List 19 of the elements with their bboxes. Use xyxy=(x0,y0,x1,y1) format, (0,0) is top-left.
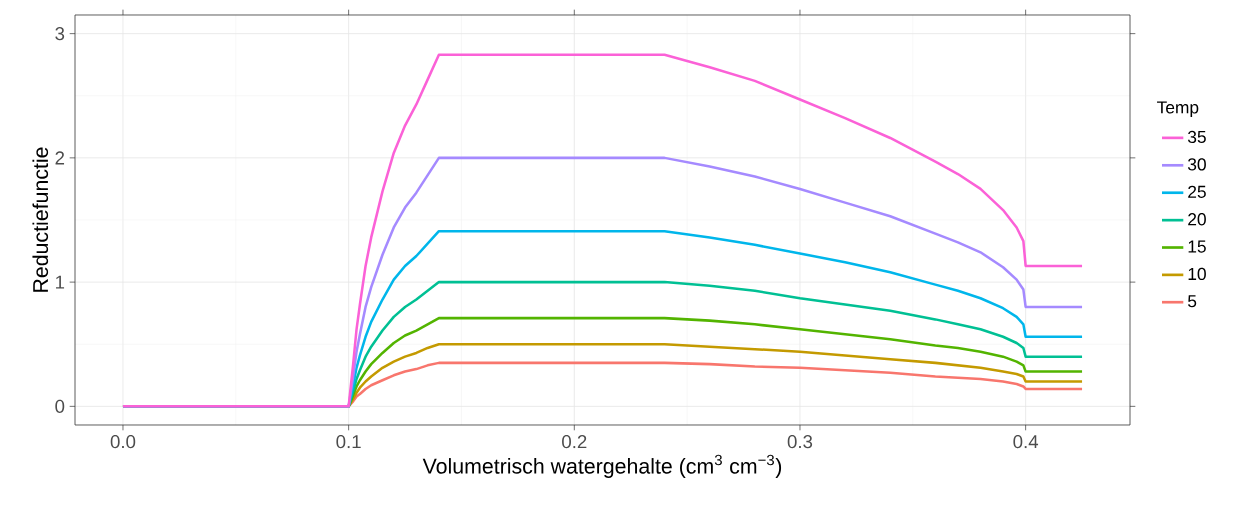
y-tick-label: 2 xyxy=(55,151,65,165)
legend-title: Temp xyxy=(1157,101,1199,117)
x-tick-label: 0.4 xyxy=(1013,435,1039,449)
x-tick-label: 0.0 xyxy=(110,435,136,449)
legend-label: 25 xyxy=(1188,185,1206,198)
legend-label: 5 xyxy=(1188,295,1197,308)
x-tick-label: 0.1 xyxy=(336,435,361,449)
legend-label: 15 xyxy=(1188,240,1206,253)
legend-label: 20 xyxy=(1188,213,1206,226)
x-tick-label: 0.2 xyxy=(562,435,587,449)
y-axis-title: Reductiefunctie xyxy=(32,147,49,292)
legend-label: 30 xyxy=(1187,158,1206,171)
y-tick-label: 1 xyxy=(56,275,65,289)
x-tick-label: 0.3 xyxy=(787,435,813,449)
legend-label: 35 xyxy=(1187,130,1206,144)
legend-label: 10 xyxy=(1188,267,1206,281)
y-tick-label: 0 xyxy=(55,399,65,413)
x-axis-title: Volumetrisch watergehalte (cm$^{3}$ cm$^{−3}$) xyxy=(422,454,782,478)
y-tick-label: 3 xyxy=(55,27,65,41)
